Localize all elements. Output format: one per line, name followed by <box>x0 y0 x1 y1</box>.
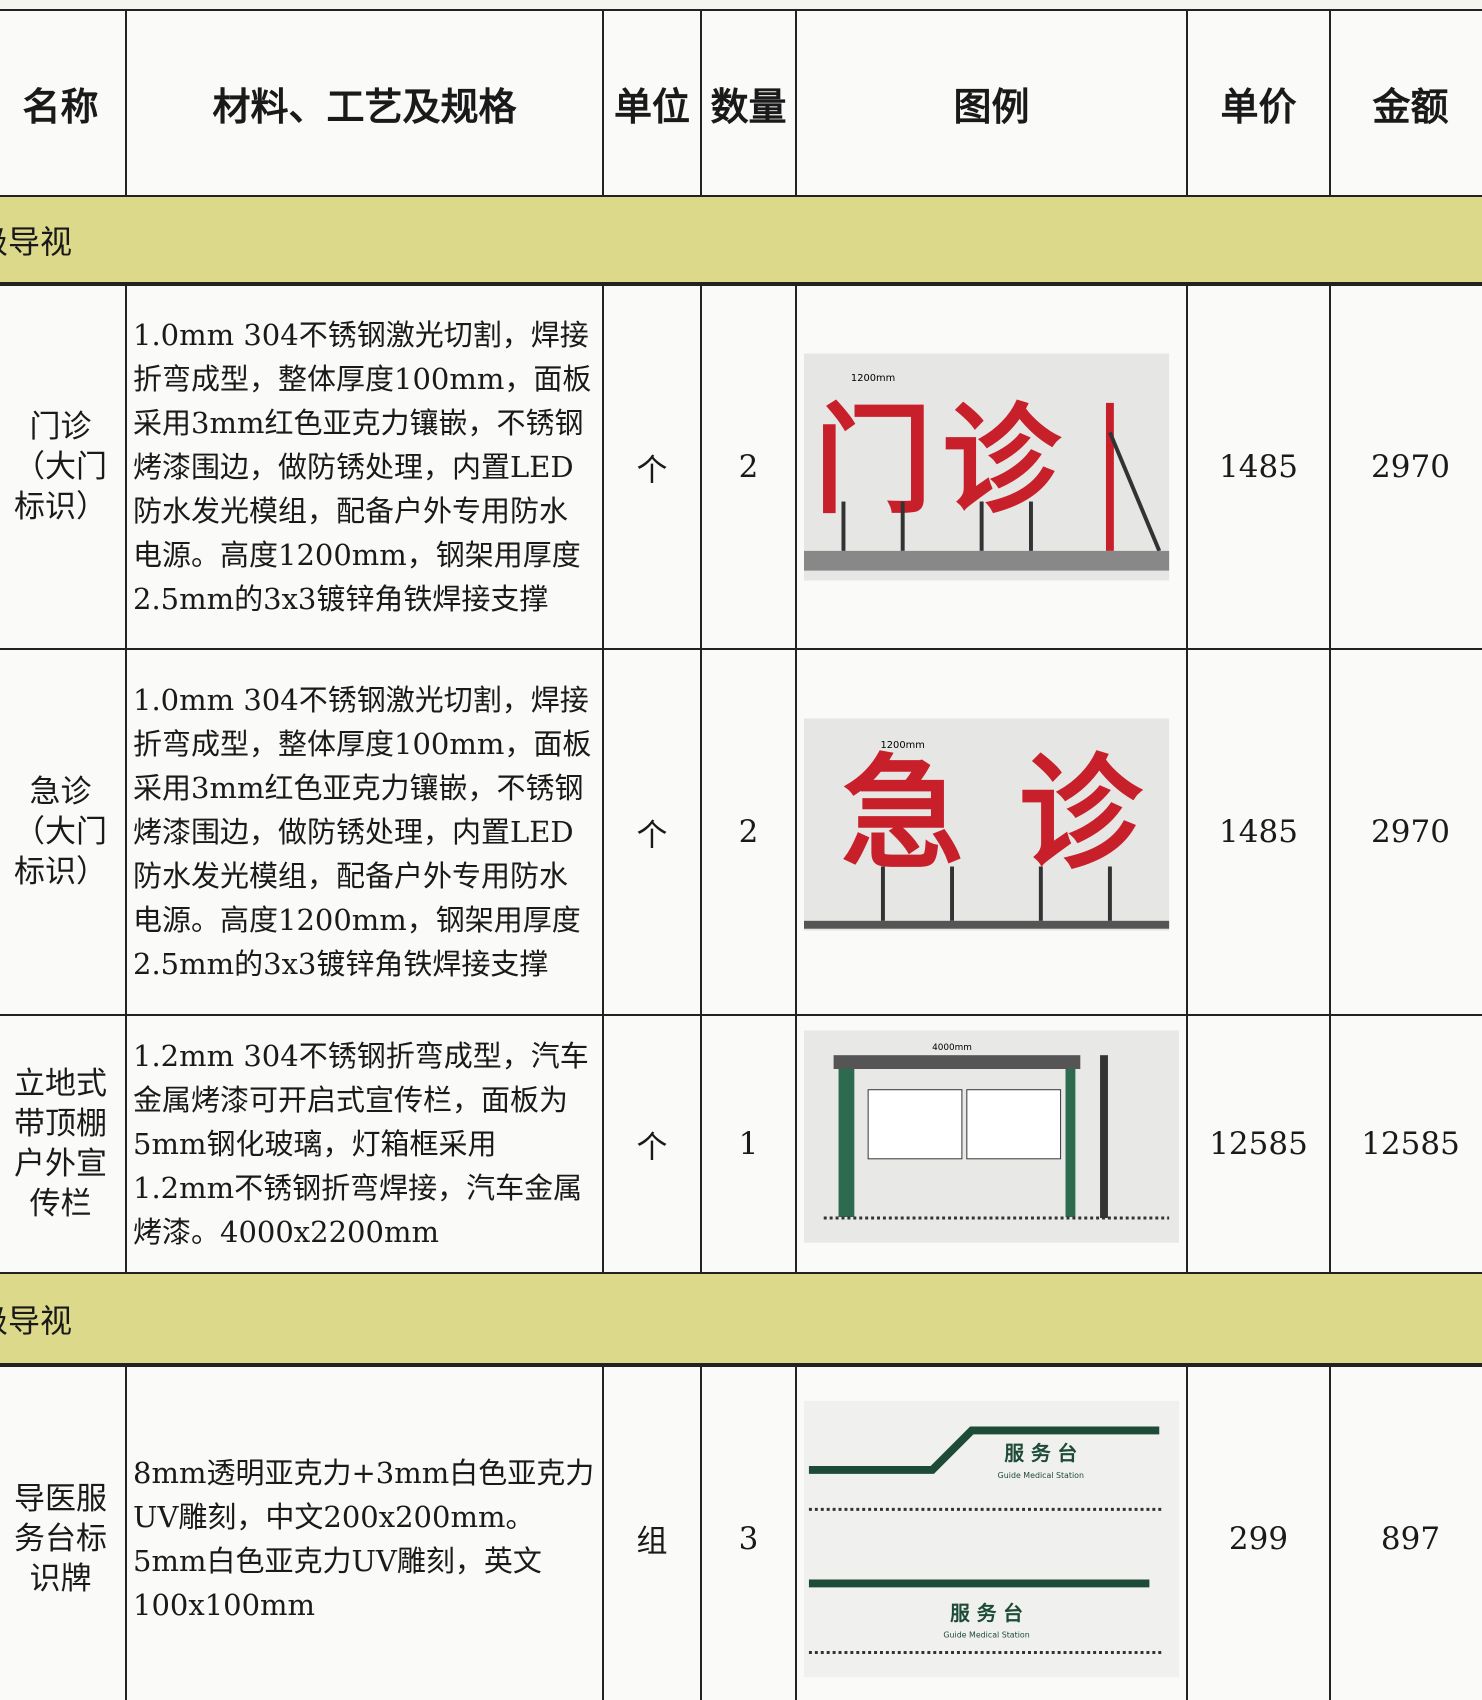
item-qty: 2 <box>700 648 797 1016</box>
item-unit: 个 <box>602 648 702 1016</box>
figure-cell: 门诊 1200mm <box>795 284 1188 650</box>
column-header: 单位 <box>602 9 702 197</box>
item-spec: 1.0mm 304不锈钢激光切割，焊接折弯成型，整体厚度100mm，面板采用3m… <box>125 648 604 1016</box>
item-qty: 2 <box>700 284 797 650</box>
item-name: 立地式带顶棚户外宣传栏 <box>0 1014 127 1274</box>
figure-text: 诊 <box>1019 744 1144 887</box>
item-unit: 组 <box>602 1365 702 1700</box>
figure-text: 4000mm <box>932 1043 972 1053</box>
item-name: 导医服务台标识牌 <box>0 1365 127 1700</box>
item-unit-price: 1485 <box>1186 284 1331 650</box>
section-title: 级导视 <box>0 1301 73 1340</box>
item-amount: 12585 <box>1329 1014 1482 1274</box>
item-spec: 1.0mm 304不锈钢激光切割，焊接折弯成型，整体厚度100mm，面板采用3m… <box>125 284 604 650</box>
figure-cell: 4000mm <box>795 1014 1188 1274</box>
figure-text: 服 务 台 <box>950 1601 1023 1624</box>
item-unit-price: 12585 <box>1186 1014 1331 1274</box>
item-spec: 8mm透明亚克力+3mm白色亚克力UV雕刻，中文200x200mm。5mm白色亚… <box>125 1365 604 1700</box>
figure-text: 急 <box>841 744 964 887</box>
section-title: 级导视 <box>0 222 73 261</box>
figure-cell: 急诊 1200mm <box>795 648 1188 1016</box>
figure-cell: 服 务 台 Guide Medical Station 服 务 台 Guide Med… <box>795 1365 1188 1700</box>
figure: 服 务 台 Guide Medical Station 服 务 台 Guide Med… <box>804 1400 1179 1677</box>
item-name: 急诊（大门标识） <box>0 648 127 1016</box>
section-row: 级导视 <box>0 1272 1482 1365</box>
figure: 急诊 1200mm <box>804 718 1170 931</box>
column-header: 金额 <box>1329 9 1482 197</box>
figure-text: 门 <box>814 392 932 530</box>
item-amount: 2970 <box>1329 284 1482 650</box>
column-header: 单价 <box>1186 9 1331 197</box>
item-unit: 个 <box>602 284 702 650</box>
item-spec: 1.2mm 304不锈钢折弯成型，汽车金属烤漆可开启式宣传栏，面板为5mm钢化玻… <box>125 1014 604 1274</box>
item-amount: 2970 <box>1329 648 1482 1016</box>
item-name: 门诊（大门标识） <box>0 284 127 650</box>
figure: 门诊 1200mm <box>804 353 1170 581</box>
item-unit-price: 1485 <box>1186 648 1331 1016</box>
figure-text: Guide Medical Station <box>943 1630 1029 1639</box>
figure: 4000mm <box>804 1030 1179 1243</box>
column-header: 名称 <box>0 9 127 197</box>
section-row: 级导视 <box>0 195 1482 284</box>
item-unit-price: 299 <box>1186 1365 1331 1700</box>
figure-text: 1200mm <box>851 373 895 384</box>
item-unit: 个 <box>602 1014 702 1274</box>
column-header: 数量 <box>700 9 797 197</box>
item-qty: 3 <box>700 1365 797 1700</box>
column-header: 材料、工艺及规格 <box>125 9 604 197</box>
figure-text: Guide Medical Station <box>998 1470 1084 1479</box>
figure-text: 服 务 台 <box>1004 1442 1077 1465</box>
figure-text: 1200mm <box>881 740 925 751</box>
figure-text: 诊 <box>942 392 1062 530</box>
item-qty: 1 <box>700 1014 797 1274</box>
column-header: 图例 <box>795 9 1188 197</box>
item-amount: 897 <box>1329 1365 1482 1700</box>
